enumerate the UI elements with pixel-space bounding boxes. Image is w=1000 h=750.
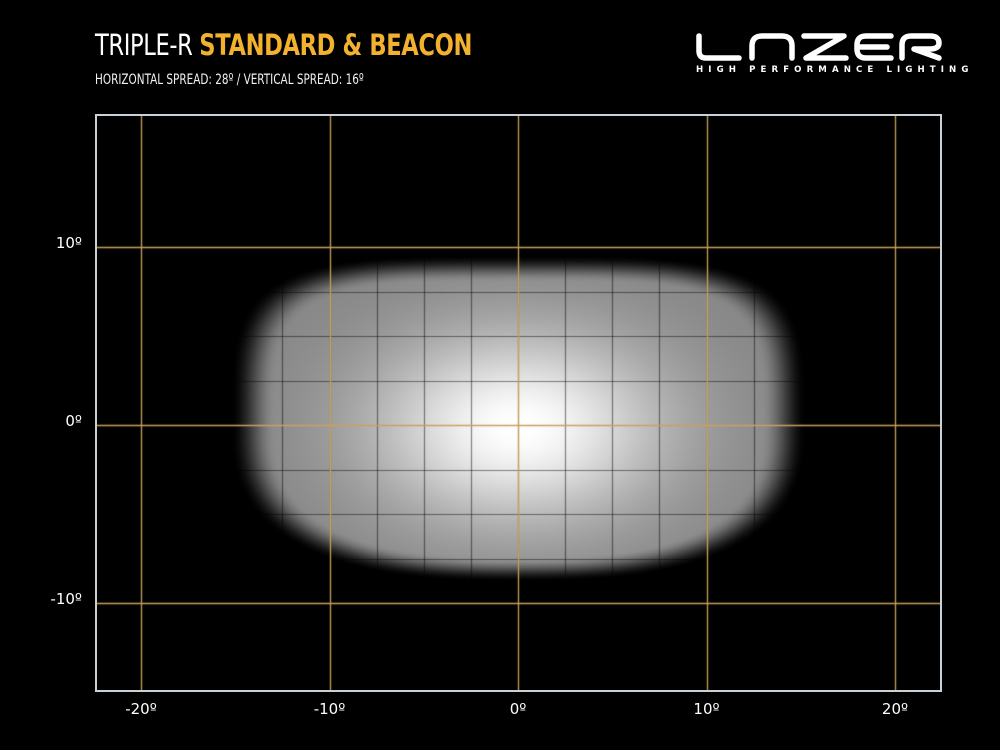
- chart-title: TRIPLE-R STANDARD & BEACON: [95, 28, 472, 62]
- x-tick-label: 20º: [881, 700, 909, 718]
- title-accent: STANDARD & BEACON: [199, 28, 472, 62]
- y-tick-label: -10º: [50, 590, 82, 608]
- chart-subtitle: HORIZONTAL SPREAD: 28º / VERTICAL SPREAD…: [95, 72, 364, 88]
- beam-pattern-plot: [95, 114, 942, 692]
- x-tick-label: 0º: [509, 700, 527, 718]
- beam-pattern-canvas: [97, 116, 940, 690]
- lazer-logo: HIGH PERFORMANCE LIGHTING: [694, 32, 968, 80]
- lazer-wordmark-icon: [696, 33, 942, 61]
- y-tick-label: 10º: [55, 234, 82, 252]
- y-tick-label: 0º: [65, 412, 82, 430]
- x-tick-label: -20º: [125, 700, 157, 718]
- title-prefix: TRIPLE-R: [95, 28, 193, 62]
- x-tick-label: 10º: [693, 700, 720, 718]
- logo-tagline: HIGH PERFORMANCE LIGHTING: [696, 65, 974, 75]
- x-tick-label: -10º: [313, 700, 346, 718]
